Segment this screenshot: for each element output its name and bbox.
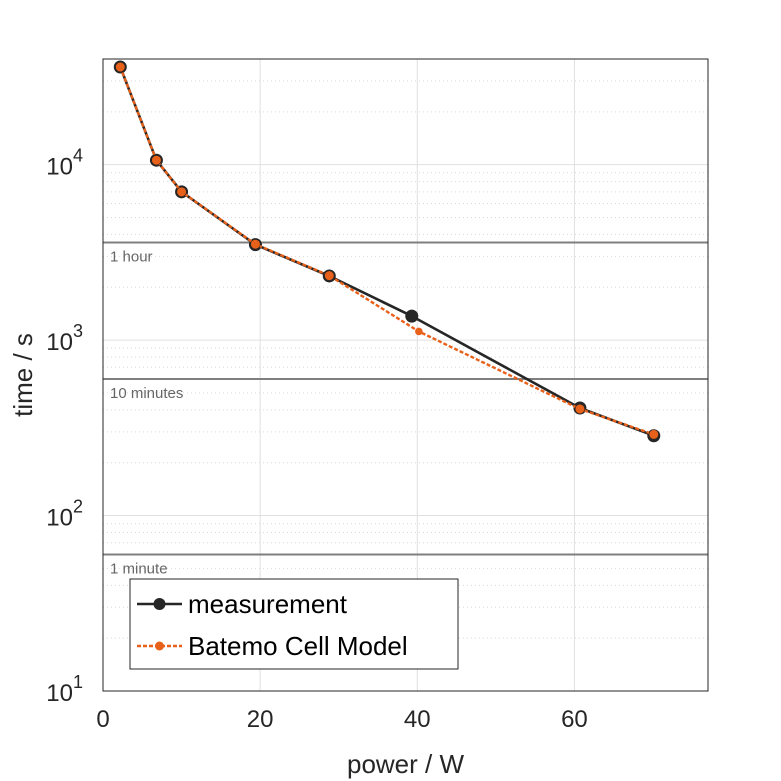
data-point-batemo-cell-model [151,155,162,166]
legend-box [129,578,459,670]
legend-marker-batemo-cell-model [155,641,164,651]
data-point-measurement [405,309,419,323]
legend-label-measurement: measurement [188,589,348,619]
data-point-batemo-cell-model [115,61,126,73]
legend-marker-measurement [153,598,166,610]
reference-line-label: 10 minutes [110,385,183,402]
series-line-batemo-cell-model [119,66,655,436]
data-point-batemo-cell-model [415,327,423,336]
x-tick-labels: 0 20 40 60 [96,706,587,733]
reference-line-label: 1 hour [110,248,153,265]
x-tick-label: 40 [404,706,431,733]
y-tick-label: 101 [46,672,83,707]
series-layer [113,60,661,443]
data-point-batemo-cell-model [648,429,659,440]
y-tick-label: 102 [46,497,83,532]
x-tick-label: 0 [96,706,109,733]
y-axis-label: time / s [8,333,38,417]
reference-line-label: 1 minute [110,560,168,577]
y-tick-labels: 101 102 103 104 [46,146,83,707]
plot-frame [102,58,709,692]
reference-lines: 1 hour 10 minutes 1 minute [103,241,708,577]
legend-label-batemo-cell-model: Batemo Cell Model [188,631,408,661]
y-tick-label: 104 [46,146,83,181]
data-point-batemo-cell-model [250,239,261,250]
data-point-batemo-cell-model [324,270,335,281]
x-axis-label: power / W [347,749,464,779]
x-tick-label: 20 [247,706,274,733]
data-point-batemo-cell-model [176,186,187,197]
legend: measurement Batemo Cell Model [129,578,459,670]
x-tick-label: 60 [561,706,588,733]
data-point-batemo-cell-model [574,403,586,415]
y-tick-label: 103 [46,321,83,356]
